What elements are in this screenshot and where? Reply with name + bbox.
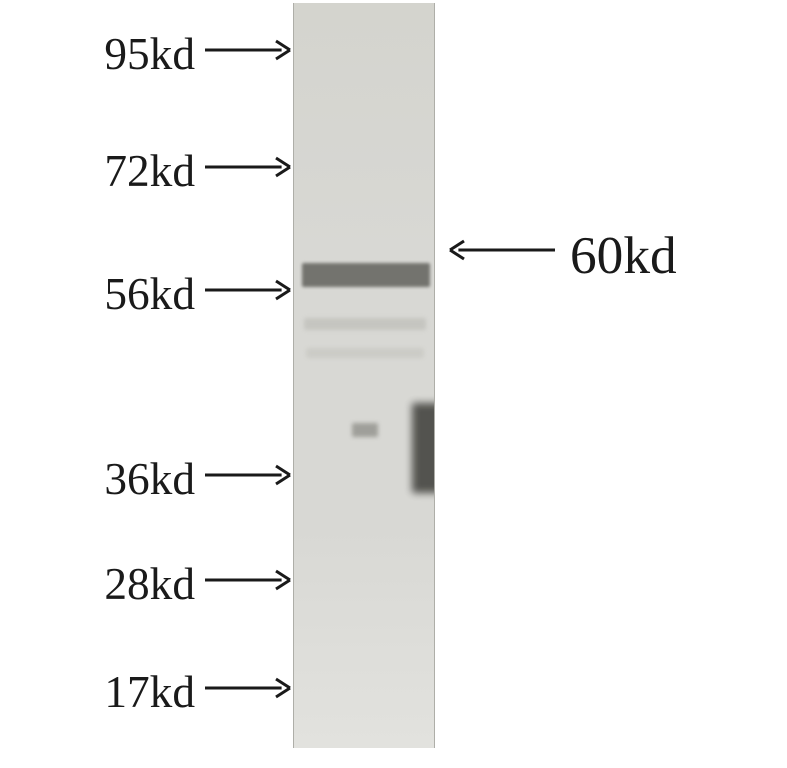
target-arrow <box>436 236 569 264</box>
western-blot-figure: 95kd 72kd 56kd 36kd 28kd 17kd 60kd <box>0 0 787 768</box>
spot-band <box>352 423 378 437</box>
marker-arrow-36kd <box>191 461 304 489</box>
marker-label-72kd: 72kd <box>104 145 195 197</box>
marker-label-36kd: 36kd <box>104 453 195 505</box>
marker-arrow-72kd <box>191 153 304 181</box>
marker-label-56kd: 56kd <box>104 268 195 320</box>
marker-label-28kd: 28kd <box>104 558 195 610</box>
faint-band-2 <box>306 348 424 358</box>
marker-label-95kd: 95kd <box>104 28 195 80</box>
target-label: 60kd <box>570 224 677 286</box>
marker-arrow-95kd <box>191 36 304 64</box>
marker-arrow-28kd <box>191 566 304 594</box>
marker-label-17kd: 17kd <box>104 666 195 718</box>
gel-lane <box>293 3 435 748</box>
main-band <box>302 263 430 287</box>
faint-band-1 <box>304 318 426 330</box>
edge-blob <box>412 403 435 493</box>
marker-arrow-56kd <box>191 276 304 304</box>
marker-arrow-17kd <box>191 674 304 702</box>
